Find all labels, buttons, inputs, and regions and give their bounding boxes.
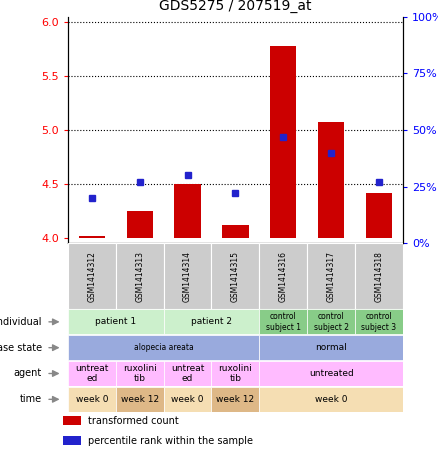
Bar: [174, 184, 201, 238]
Text: week 0: week 0: [315, 395, 347, 404]
Bar: [259, 361, 403, 386]
Bar: [63, 436, 81, 445]
Text: week 0: week 0: [76, 395, 108, 404]
Bar: [259, 243, 307, 309]
Bar: [212, 361, 259, 386]
Text: normal: normal: [315, 343, 347, 352]
Bar: [116, 361, 164, 386]
Bar: [79, 236, 105, 238]
Text: control
subject 3: control subject 3: [361, 312, 396, 332]
Text: ruxolini
tib: ruxolini tib: [123, 364, 156, 383]
Bar: [222, 225, 249, 238]
Text: GSM1414318: GSM1414318: [374, 251, 384, 302]
Text: ruxolini
tib: ruxolini tib: [219, 364, 252, 383]
Text: GSM1414315: GSM1414315: [231, 251, 240, 302]
Text: GSM1414317: GSM1414317: [327, 251, 336, 302]
Bar: [318, 122, 344, 238]
Bar: [355, 243, 403, 309]
Text: week 12: week 12: [216, 395, 254, 404]
Bar: [116, 243, 164, 309]
Text: percentile rank within the sample: percentile rank within the sample: [88, 436, 253, 446]
Title: GDS5275 / 207519_at: GDS5275 / 207519_at: [159, 0, 312, 13]
Text: untreat
ed: untreat ed: [171, 364, 204, 383]
Text: transformed count: transformed count: [88, 416, 179, 426]
Bar: [259, 335, 403, 360]
Bar: [68, 309, 164, 334]
Bar: [164, 243, 212, 309]
Bar: [116, 387, 164, 412]
Bar: [355, 309, 403, 334]
Text: alopecia areata: alopecia areata: [134, 343, 194, 352]
Text: control
subject 2: control subject 2: [314, 312, 349, 332]
Bar: [164, 387, 212, 412]
Bar: [68, 335, 259, 360]
Text: GSM1414314: GSM1414314: [183, 251, 192, 302]
Bar: [212, 243, 259, 309]
Text: GSM1414316: GSM1414316: [279, 251, 288, 302]
Bar: [212, 387, 259, 412]
Text: untreat
ed: untreat ed: [75, 364, 109, 383]
Text: GSM1414312: GSM1414312: [87, 251, 96, 302]
Text: disease state: disease state: [0, 342, 42, 353]
Bar: [68, 243, 116, 309]
Bar: [68, 361, 116, 386]
Text: week 12: week 12: [120, 395, 159, 404]
Bar: [270, 46, 297, 238]
Bar: [259, 387, 403, 412]
Bar: [164, 309, 259, 334]
Bar: [307, 309, 355, 334]
Bar: [127, 211, 153, 238]
Text: patient 2: patient 2: [191, 318, 232, 326]
Bar: [164, 361, 212, 386]
Text: GSM1414313: GSM1414313: [135, 251, 144, 302]
Bar: [307, 243, 355, 309]
Text: week 0: week 0: [171, 395, 204, 404]
Bar: [68, 387, 116, 412]
Bar: [366, 193, 392, 238]
Text: agent: agent: [14, 368, 42, 379]
Text: patient 1: patient 1: [95, 318, 136, 326]
Text: untreated: untreated: [309, 369, 353, 378]
Text: individual: individual: [0, 317, 42, 327]
Bar: [63, 416, 81, 425]
Text: control
subject 1: control subject 1: [266, 312, 301, 332]
Text: time: time: [20, 394, 42, 405]
Bar: [259, 309, 307, 334]
